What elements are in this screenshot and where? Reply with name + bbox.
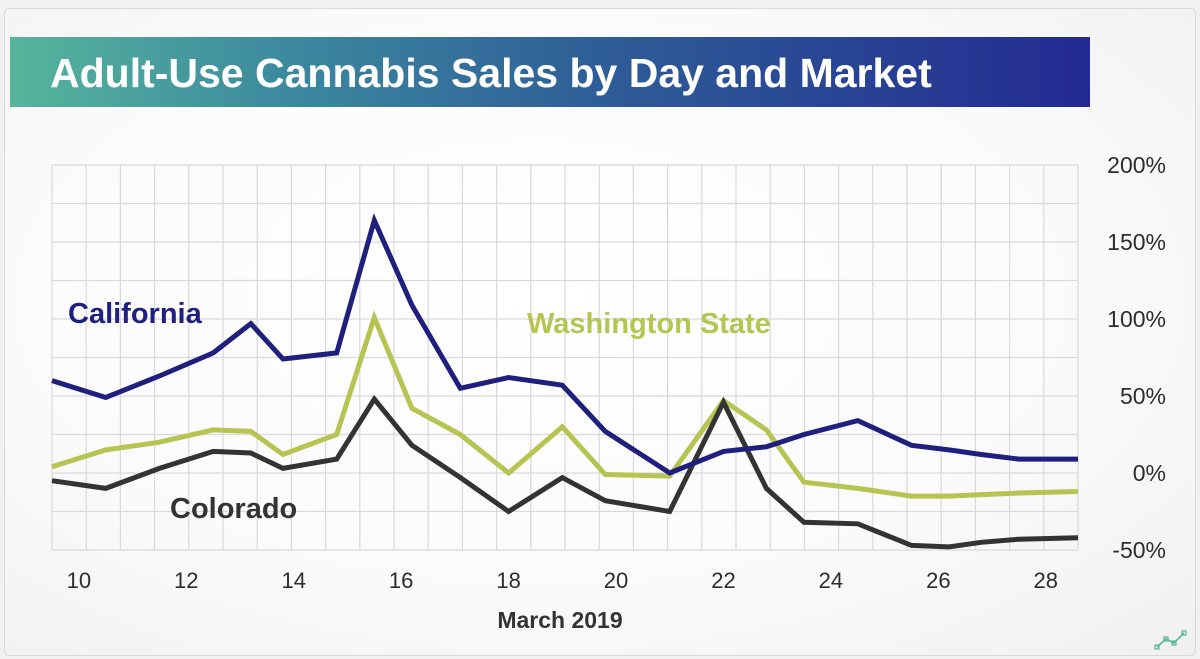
x-tick-label: 10: [67, 568, 91, 593]
series-line-washington: [51, 310, 1079, 499]
y-tick-label: 100%: [1107, 306, 1166, 332]
series-line-california: [51, 213, 1078, 476]
x-tick-label: 22: [711, 568, 735, 593]
x-tick-label: 12: [174, 568, 198, 593]
chart-title: Adult-Use Cannabis Sales by Day and Mark…: [50, 50, 932, 96]
series-label-california: California: [68, 298, 203, 330]
x-axis-label: March 2019: [497, 607, 622, 633]
series-label-colorado: Colorado: [170, 493, 297, 525]
x-tick-label: 28: [1034, 568, 1058, 593]
y-tick-label: 0%: [1133, 460, 1166, 486]
y-tick-label: 50%: [1120, 383, 1166, 409]
y-tick-label: 150%: [1107, 229, 1166, 255]
line-chart-logo-icon: [1154, 630, 1187, 650]
series-line-colorado: [51, 394, 1079, 550]
x-tick-label: 18: [496, 568, 520, 593]
x-axis-ticks: 10 12 14 16 18 20 22 24 26 28: [67, 568, 1058, 593]
x-tick-label: 24: [819, 568, 843, 593]
chart-card: [4, 8, 1196, 656]
title-banner: Adult-Use Cannabis Sales by Day and Mark…: [10, 37, 1090, 107]
y-tick-label: -50%: [1112, 537, 1166, 563]
x-tick-label: 14: [281, 568, 305, 593]
x-tick-label: 26: [926, 568, 950, 593]
y-axis-ticks: 200% 150% 100% 50% 0% -50%: [1107, 152, 1166, 563]
x-tick-label: 16: [389, 568, 413, 593]
x-tick-label: 20: [604, 568, 628, 593]
y-tick-label: 200%: [1107, 152, 1166, 178]
series-label-washington: Washington State: [527, 308, 771, 340]
series-lines: [51, 213, 1079, 550]
grid: [51, 164, 1079, 551]
